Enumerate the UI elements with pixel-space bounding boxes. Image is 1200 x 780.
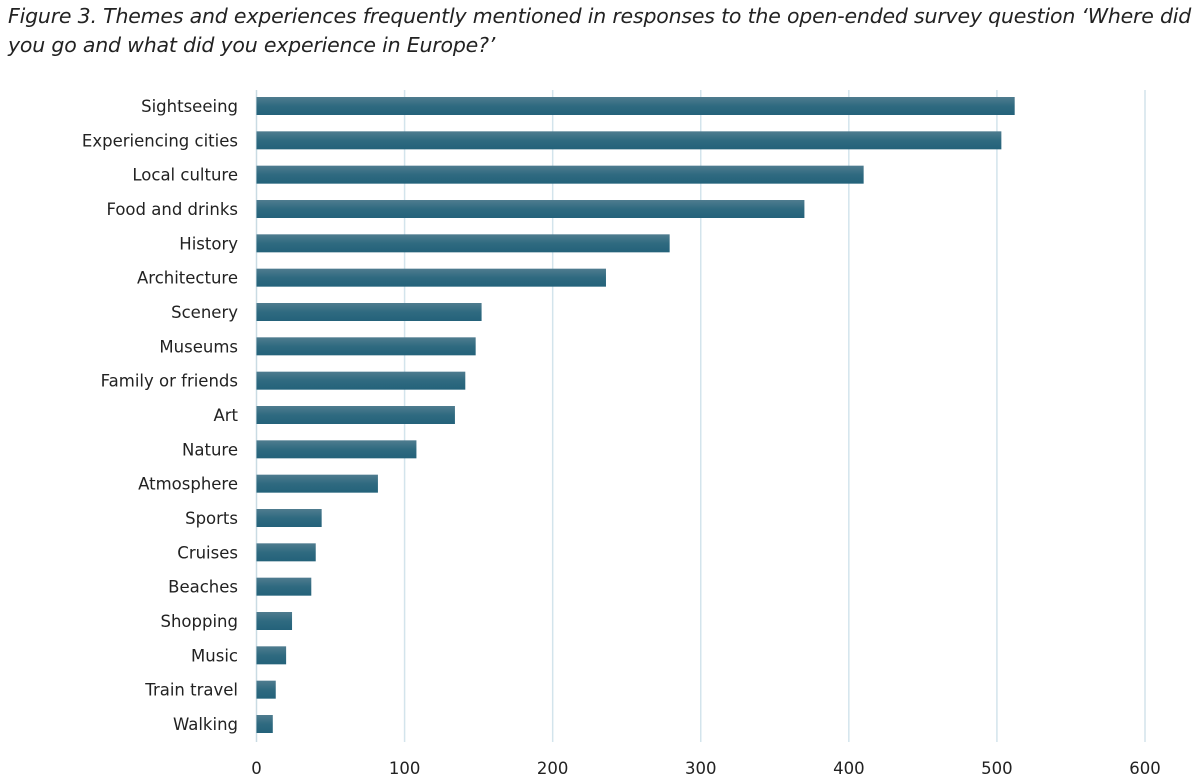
bar bbox=[256, 509, 322, 527]
category-label: Art bbox=[213, 406, 238, 425]
chart-title: Figure 3. Themes and experiences frequen… bbox=[8, 4, 1192, 57]
bar bbox=[256, 337, 476, 356]
bar bbox=[256, 474, 378, 493]
bar bbox=[256, 715, 273, 733]
bar bbox=[256, 131, 1002, 150]
category-label: Nature bbox=[182, 440, 238, 459]
category-label: Cruises bbox=[177, 543, 238, 562]
category-label: Walking bbox=[173, 715, 238, 734]
bar bbox=[256, 646, 287, 665]
x-tick-label: 400 bbox=[833, 759, 865, 778]
x-tick-label: 200 bbox=[537, 759, 569, 778]
category-label: Family or friends bbox=[101, 372, 238, 391]
category-label: Train travel bbox=[144, 681, 238, 700]
bar bbox=[256, 440, 417, 459]
category-label: History bbox=[179, 234, 238, 253]
bar bbox=[256, 612, 293, 630]
x-tick-label: 300 bbox=[685, 759, 717, 778]
category-label: Architecture bbox=[137, 269, 238, 288]
x-tick-label: 0 bbox=[251, 759, 262, 778]
bar bbox=[256, 200, 805, 218]
x-tick-label: 600 bbox=[1129, 759, 1161, 778]
category-label: Shopping bbox=[161, 612, 239, 631]
category-label: Food and drinks bbox=[106, 200, 238, 219]
category-label: Experiencing cities bbox=[82, 131, 238, 150]
category-label: Local culture bbox=[132, 166, 238, 185]
category-label: Sightseeing bbox=[141, 97, 238, 116]
bar bbox=[256, 577, 312, 596]
category-label: Music bbox=[191, 646, 238, 665]
category-label: Atmosphere bbox=[138, 475, 238, 494]
bar bbox=[256, 371, 466, 390]
bar bbox=[256, 680, 276, 699]
bar bbox=[256, 165, 864, 184]
bar bbox=[256, 234, 670, 253]
x-tick-label: 100 bbox=[389, 759, 421, 778]
bar bbox=[256, 543, 316, 562]
bar bbox=[256, 97, 1015, 115]
bar bbox=[256, 303, 482, 321]
category-label: Beaches bbox=[168, 578, 238, 597]
category-label: Museums bbox=[159, 337, 238, 356]
x-tick-label: 500 bbox=[981, 759, 1013, 778]
bar bbox=[256, 268, 606, 287]
category-label: Sports bbox=[185, 509, 238, 528]
category-label: Scenery bbox=[171, 303, 238, 322]
bar bbox=[256, 406, 455, 424]
